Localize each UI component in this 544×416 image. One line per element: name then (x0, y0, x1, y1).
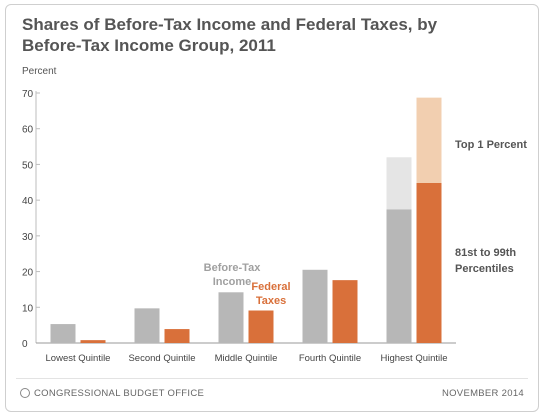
bar-income (302, 269, 328, 343)
y-tick-label: 20 (22, 268, 34, 279)
y-tick-label: 30 (22, 232, 34, 243)
taxes-series-label: Federal (251, 281, 290, 293)
footer-source: CONGRESSIONAL BUDGET OFFICE (34, 388, 205, 399)
bar-taxes (332, 280, 358, 343)
x-tick-label: Middle Quintile (215, 353, 278, 364)
y-axis-label: Percent (22, 66, 57, 77)
footer-divider (16, 378, 528, 379)
y-tick-label: 50 (22, 160, 34, 171)
y-tick-label: 40 (22, 196, 34, 207)
percentiles-label: Percentiles (455, 263, 514, 275)
percentiles-label: 81st to 99th (455, 247, 516, 259)
y-tick-label: 70 (22, 89, 34, 100)
taxes-series-label: Taxes (256, 295, 286, 307)
x-tick-label: Lowest Quintile (46, 353, 111, 364)
bar-income (218, 292, 244, 343)
bar-taxes (80, 340, 106, 343)
x-tick-label: Second Quintile (128, 353, 195, 364)
chart-frame (5, 4, 539, 412)
income-series-label: Before-Tax (204, 262, 262, 274)
footer-date: NOVEMBER 2014 (441, 388, 524, 399)
x-tick-label: Fourth Quintile (299, 353, 361, 364)
income-series-label: Income (213, 276, 252, 288)
cbo-logo-icon (20, 388, 30, 398)
bar-income-81st-to-99th (386, 209, 412, 343)
bar-income (50, 324, 76, 343)
bar-income (134, 308, 160, 343)
bar-taxes-top-1-percent (416, 97, 442, 183)
chart-title: Shares of Before-Tax Income and Federal … (22, 15, 438, 55)
x-tick-label: Highest Quintile (380, 353, 447, 364)
top-one-percent-label: Top 1 Percent (455, 139, 527, 151)
y-tick-label: 60 (22, 125, 34, 136)
bar-income-top-1-percent (386, 157, 412, 210)
bar-taxes-81st-to-99th (416, 183, 442, 343)
y-tick-label: 0 (22, 339, 28, 350)
bar-taxes (248, 310, 274, 343)
y-tick-label: 10 (22, 303, 34, 314)
bar-taxes (164, 329, 190, 343)
